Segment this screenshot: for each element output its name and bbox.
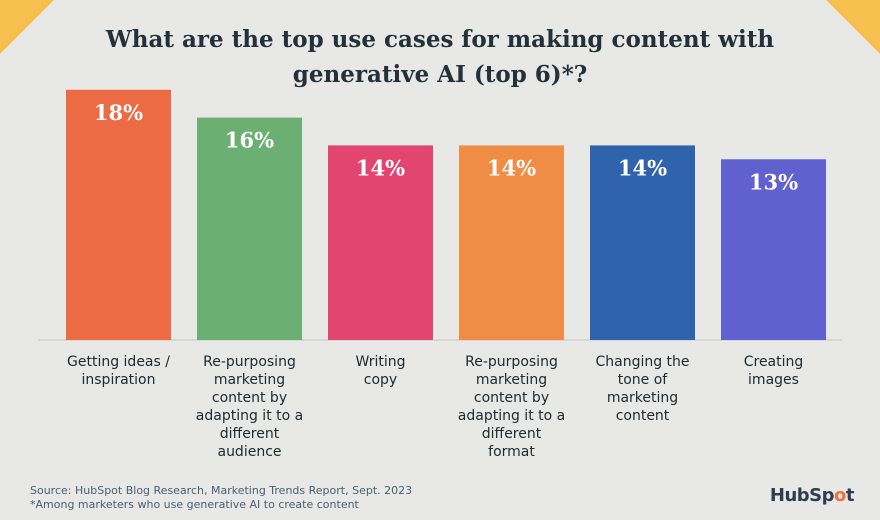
bar-value-label-2: 16%	[225, 128, 274, 153]
category-label-5: Changing the tone of marketing content	[595, 354, 689, 424]
category-label-5-line-2: tone of	[618, 372, 669, 388]
category-label-1-line-1: Getting ideas /	[67, 354, 170, 370]
category-label-4-line-6: format	[488, 444, 535, 460]
logo-sprocket-icon: o	[834, 485, 846, 506]
logo-text-part-2: t	[845, 485, 855, 506]
bar-3	[328, 145, 433, 340]
category-label-4-line-3: content by	[474, 390, 549, 406]
category-label-5-line-3: marketing	[607, 390, 678, 406]
chart-title: What are the top use cases for making co…	[60, 22, 820, 92]
category-label-5-line-4: content	[616, 408, 670, 424]
category-label-2-line-1: Re-purposing	[203, 354, 296, 370]
category-label-4-line-1: Re-purposing	[465, 354, 558, 370]
category-label-5-line-1: Changing the	[595, 354, 689, 370]
bar-value-label-6: 13%	[749, 169, 798, 194]
category-label-1-line-2: inspiration	[82, 372, 156, 388]
category-label-2-line-6: audience	[217, 444, 281, 460]
category-label-2-line-3: content by	[212, 390, 287, 406]
category-label-6-line-1: Creating	[744, 354, 804, 370]
category-label-3-line-2: copy	[364, 372, 397, 388]
category-label-3: Writing copy	[356, 354, 406, 388]
corner-accent-right	[826, 0, 880, 54]
category-label-4-line-4: adapting it to a	[458, 408, 565, 424]
source-line: Source: HubSpot Blog Research, Marketing…	[30, 484, 413, 497]
hubspot-logo: HubSpot	[769, 485, 855, 506]
category-label-2-line-4: adapting it to a	[196, 408, 303, 424]
category-label-4: Re-purposing marketing content by adapting …	[458, 354, 565, 460]
category-label-6: Creating images	[744, 354, 804, 388]
category-label-2-line-5: different	[220, 426, 280, 442]
footnote-line: *Among marketers who use generative AI t…	[30, 498, 359, 511]
bar-2	[197, 117, 302, 340]
category-label-1: Getting ideas / inspiration	[67, 354, 170, 388]
bar-value-label-5: 14%	[618, 155, 667, 180]
corner-accent-left	[0, 0, 54, 54]
bar-4	[459, 145, 564, 340]
bar-value-label-3: 14%	[356, 155, 405, 180]
logo-text-part-1: HubSp	[769, 485, 835, 506]
category-label-6-line-2: images	[748, 372, 799, 388]
category-label-2-line-2: marketing	[214, 372, 285, 388]
category-label-4-line-2: marketing	[476, 372, 547, 388]
bar-value-label-1: 18%	[94, 100, 143, 125]
category-label-4-line-5: different	[482, 426, 542, 442]
category-label-2: Re-purposing marketing content by adapting …	[196, 354, 303, 460]
chart-title-line-1: What are the top use cases for making co…	[105, 26, 775, 53]
chart-title-line-2: generative AI (top 6)*?	[292, 61, 588, 88]
category-label-3-line-1: Writing	[356, 354, 406, 370]
bar-5	[590, 145, 695, 340]
bar-1	[66, 89, 171, 340]
bar-6	[721, 159, 826, 340]
source-note: Source: HubSpot Blog Research, Marketing…	[30, 484, 412, 512]
bar-value-label-4: 14%	[487, 155, 536, 180]
